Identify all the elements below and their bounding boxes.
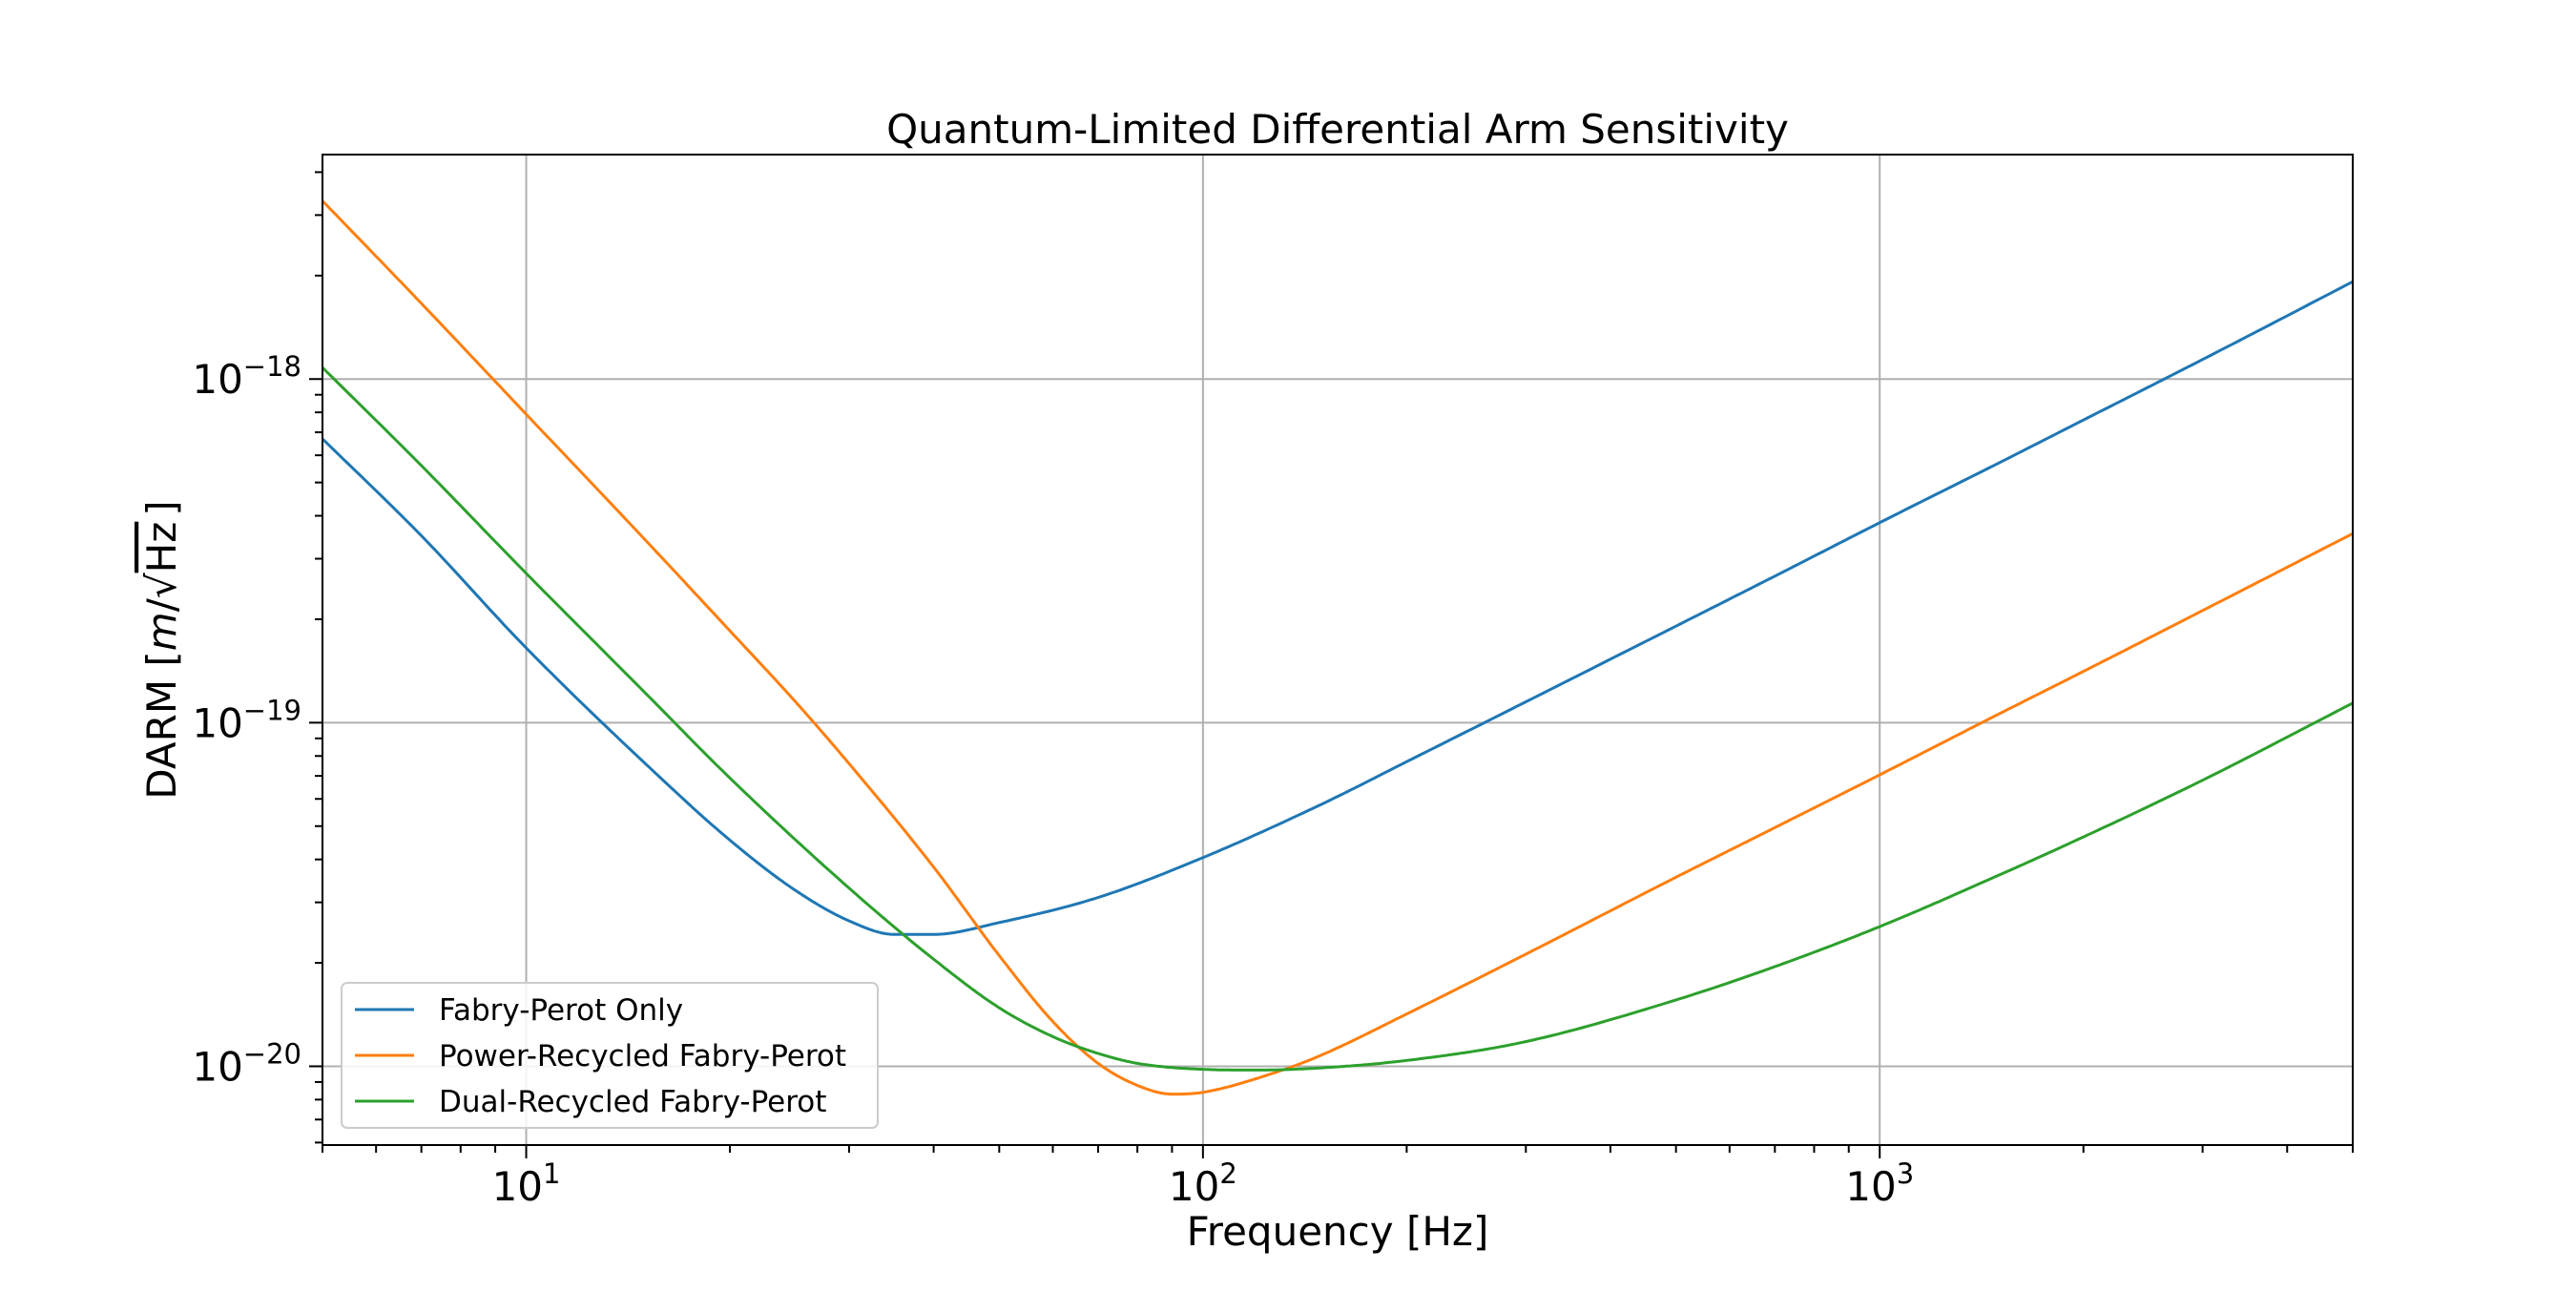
legend-label-fabry-perot-only: Fabry-Perot Only bbox=[439, 993, 683, 1028]
y-label-prefix: DARM [ bbox=[138, 651, 185, 800]
y-label-suffix: ] bbox=[138, 500, 185, 515]
y-label-slash: / bbox=[138, 597, 185, 612]
y-axis-label-text: DARM [m/√Hz] bbox=[138, 500, 185, 799]
y-axis-label: DARM [m/√Hz] bbox=[138, 500, 185, 799]
x-axis-label: Frequency [Hz] bbox=[1187, 1208, 1489, 1255]
legend-label-power-recycled-fabry-perot: Power-Recycled Fabry-Perot bbox=[439, 1039, 846, 1073]
chart-title: Quantum-Limited Differential Arm Sensiti… bbox=[886, 106, 1789, 153]
legend-label-dual-recycled-fabry-perot: Dual-Recycled Fabry-Perot bbox=[439, 1085, 826, 1119]
y-label-hz: Hz bbox=[138, 522, 185, 573]
legend: Fabry-Perot Only Power-Recycled Fabry-Per… bbox=[342, 983, 878, 1128]
y-label-sqrt: √ bbox=[138, 573, 185, 598]
y-label-m: m bbox=[138, 612, 185, 651]
